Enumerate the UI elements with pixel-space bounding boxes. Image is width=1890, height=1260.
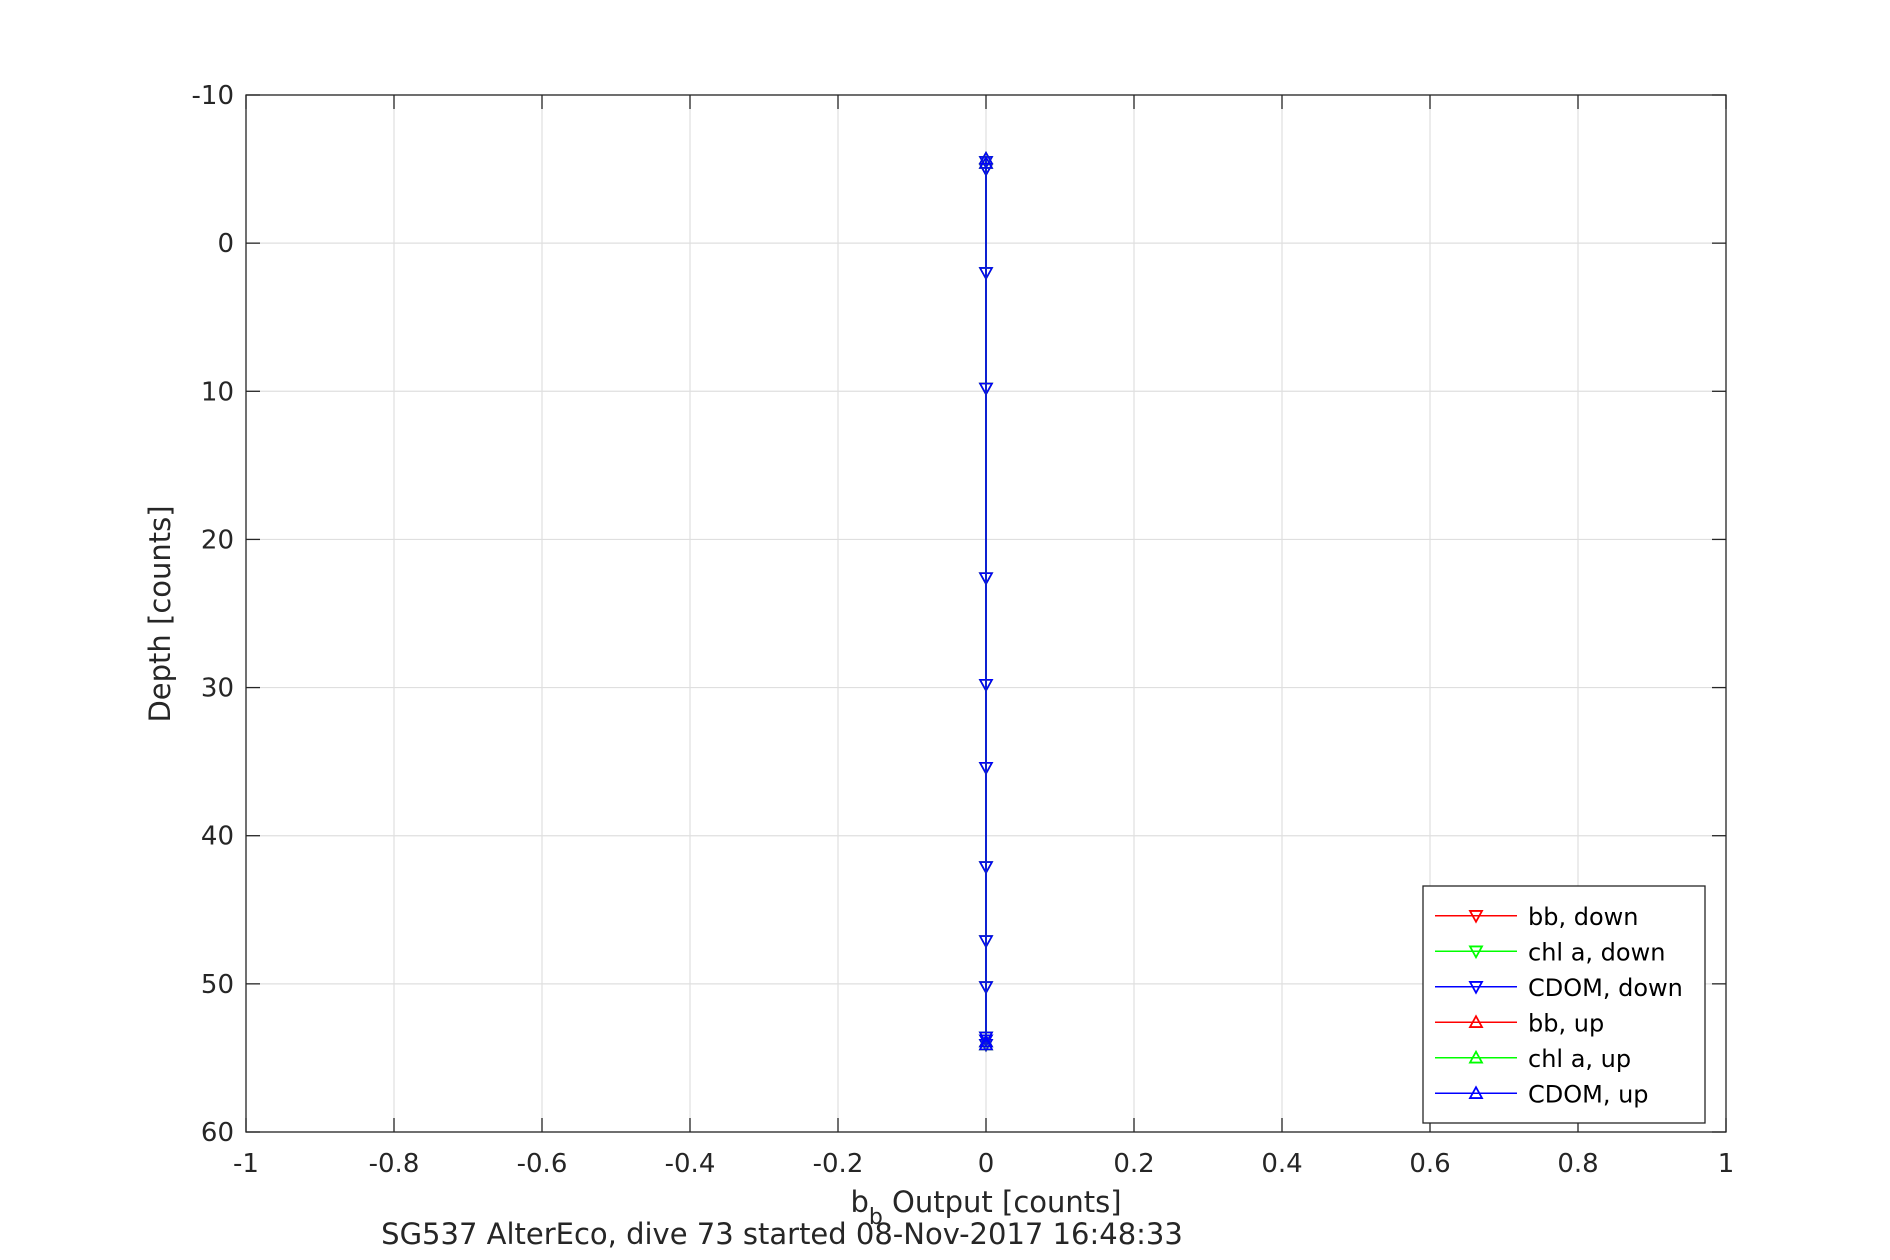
legend-marker: [1468, 981, 1484, 995]
y-axis-label: Depth [counts]: [143, 505, 177, 722]
x-tick-label: -0.2: [813, 1149, 864, 1179]
legend-item: chl a, up: [1435, 1045, 1631, 1073]
legend-label: bb, up: [1528, 1009, 1604, 1037]
y-tick-label: 10: [201, 377, 234, 407]
legend-box: [1422, 885, 1706, 1124]
legend-item: bb, up: [1435, 1009, 1604, 1037]
legend-label: CDOM, up: [1528, 1080, 1649, 1108]
y-tick-label: 30: [201, 674, 234, 704]
x-tick-label: -0.8: [369, 1149, 420, 1179]
data-point: [978, 1033, 994, 1048]
x-tick-label: -1: [233, 1149, 259, 1179]
legend-marker: [1468, 945, 1484, 960]
legend-marker: [1468, 1049, 1484, 1064]
x-tick-label: 0.8: [1557, 1149, 1598, 1179]
x-tick-label: 0.4: [1261, 1149, 1302, 1179]
data-point: [978, 1036, 994, 1051]
legend-marker: [1468, 1014, 1484, 1028]
x-axis-label: bb Output [counts]: [850, 1185, 1121, 1230]
legend: bb, down chl a, down CDOM, down bb, up chl a…: [1422, 885, 1706, 1124]
x-tick-label: 1: [1718, 1149, 1735, 1179]
legend-item: chl a, down: [1435, 938, 1665, 966]
x-tick-label: -0.4: [665, 1149, 716, 1179]
legend-label: bb, down: [1528, 903, 1638, 931]
legend-item: bb, down: [1435, 903, 1638, 931]
y-tick-label: 40: [201, 822, 234, 852]
series-5: [978, 151, 994, 1051]
x-tick-label: -0.6: [517, 1149, 568, 1179]
y-tick-label: 0: [217, 229, 234, 259]
legend-marker: [1468, 910, 1484, 924]
y-tick-label: 60: [201, 1118, 234, 1148]
x-tick-label: 0.6: [1409, 1149, 1450, 1179]
ticks: -1 -0.8 -0.6 -0.4 -0.2 0 0.2 0.4 0.6 0.8 1 -10 0 10 20…: [192, 81, 1735, 1179]
x-tick-label: 0: [978, 1149, 995, 1179]
legend-label: chl a, down: [1528, 938, 1665, 966]
data-point: [978, 155, 994, 169]
legend-marker: [1468, 1085, 1484, 1099]
legend-item: CDOM, down: [1435, 974, 1683, 1002]
legend-label: chl a, up: [1528, 1045, 1631, 1073]
series: [978, 151, 994, 1053]
y-tick-label: 50: [201, 970, 234, 1000]
x-tick-label: 0.2: [1113, 1149, 1154, 1179]
legend-item: CDOM, up: [1435, 1080, 1649, 1108]
legend-label: CDOM, down: [1528, 974, 1683, 1002]
chart-caption: SG537 AlterEco, dive 73 started 08-Nov-2…: [381, 1217, 1183, 1251]
y-tick-label: -10: [192, 81, 234, 111]
y-tick-label: 20: [201, 525, 234, 555]
data-point: [978, 151, 994, 165]
